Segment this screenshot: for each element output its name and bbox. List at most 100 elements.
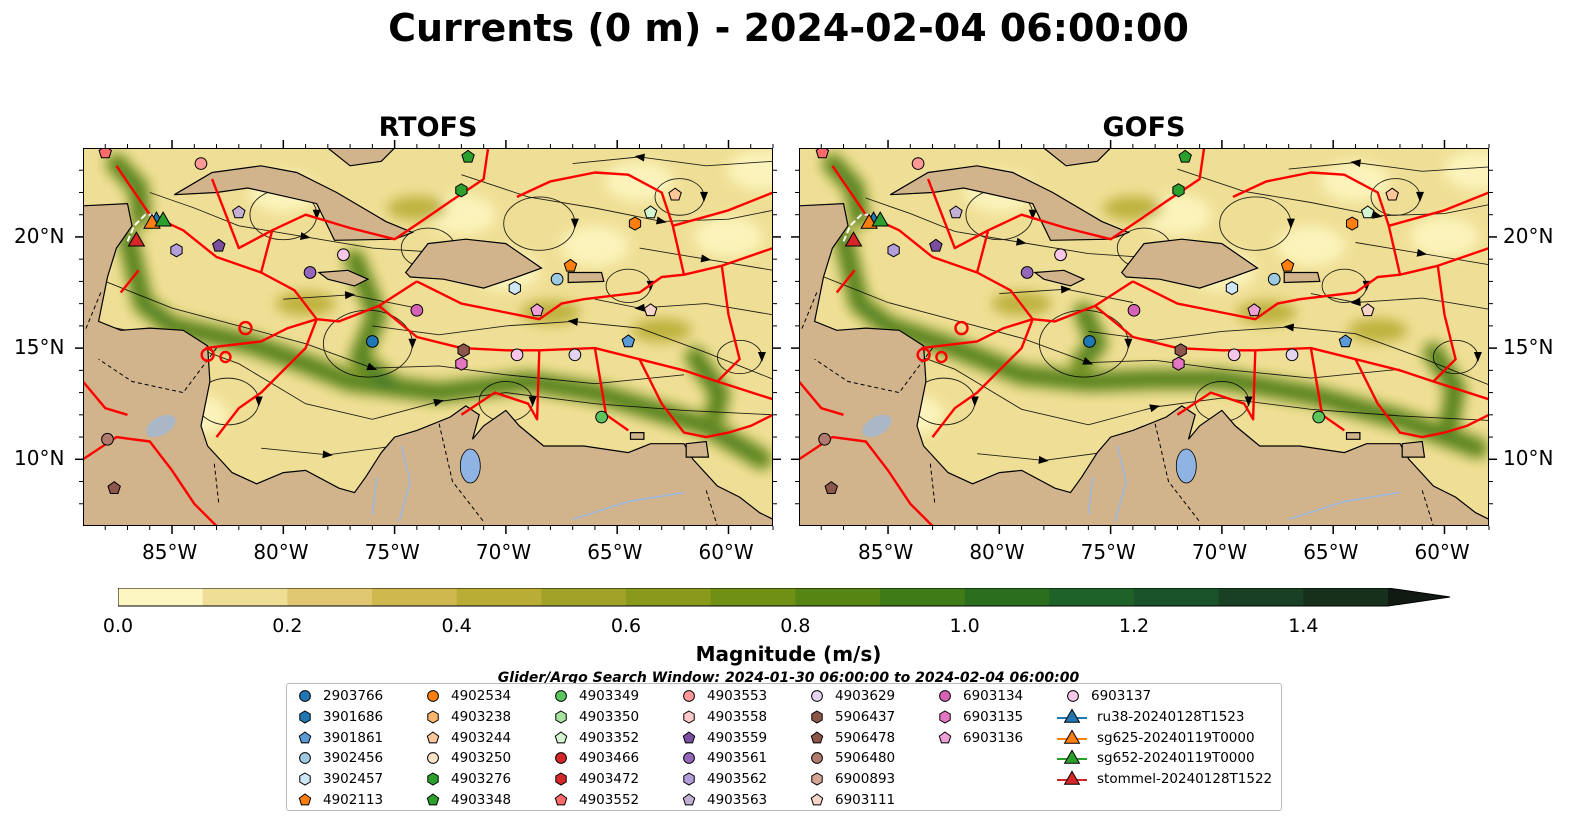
eez-boundary bbox=[1432, 265, 1457, 383]
legend-label: 3901861 bbox=[323, 729, 384, 746]
observation-markers bbox=[98, 148, 682, 494]
legend-marker-icon bbox=[555, 710, 567, 724]
legend-label: 2903766 bbox=[323, 688, 384, 704]
legend-marker-icon bbox=[427, 710, 439, 724]
obs-4903561 bbox=[303, 266, 317, 279]
lake-maracaibo bbox=[459, 448, 481, 484]
legend-label: 4903559 bbox=[707, 729, 768, 746]
trinidad-landmass bbox=[685, 440, 710, 458]
colorbar-segment bbox=[626, 588, 712, 606]
legend-item: 4903244 bbox=[425, 728, 511, 748]
legend-marker-icon bbox=[939, 710, 951, 724]
gofs-map[interactable] bbox=[799, 148, 1489, 526]
streamline-arrow bbox=[634, 153, 645, 162]
legend-item: 5906480 bbox=[809, 748, 895, 768]
legend-label: 4902113 bbox=[323, 792, 384, 808]
eez-boundary bbox=[935, 350, 948, 364]
obs-3901861 bbox=[1338, 334, 1353, 348]
eez-boundary bbox=[672, 191, 773, 227]
eez-boundary bbox=[460, 350, 541, 421]
colorbar-tick-label: 0.4 bbox=[441, 615, 472, 637]
legend-marker-icon bbox=[811, 690, 823, 702]
obs-3901861 bbox=[621, 334, 636, 348]
obs-2903766 bbox=[366, 335, 379, 348]
obs-4903352 bbox=[643, 205, 658, 219]
legend-label: 5906478 bbox=[835, 729, 896, 746]
lat-tick-label: 10°N bbox=[1503, 446, 1554, 471]
legend-item: 6903135 bbox=[937, 707, 1023, 727]
obs-6903137b bbox=[337, 248, 350, 262]
colorbar-segment bbox=[287, 588, 373, 606]
search-window-text: Glider/Argo Search Window: 2024-01-30 06… bbox=[497, 670, 1080, 686]
bahamas-landmass bbox=[1042, 148, 1112, 167]
eez-boundary bbox=[238, 320, 253, 336]
eez-boundary bbox=[378, 304, 773, 401]
legend-label: 4903244 bbox=[451, 729, 512, 746]
obs-4903629 bbox=[568, 348, 582, 362]
colorbar-tick-label: 0.8 bbox=[780, 615, 811, 637]
colorbar-segment bbox=[710, 588, 796, 606]
legend-label: 4903348 bbox=[451, 792, 512, 808]
streamline bbox=[461, 174, 773, 222]
margarita-landmass bbox=[1345, 432, 1361, 440]
colorbar-segment bbox=[795, 588, 881, 606]
colorbar-segment bbox=[1134, 588, 1220, 606]
lake-nicaragua bbox=[146, 414, 176, 438]
legend-marker-icon bbox=[682, 730, 696, 743]
colorbar-segment bbox=[118, 588, 204, 606]
legend-marker-icon bbox=[555, 752, 567, 765]
lake-maracaibo bbox=[1175, 448, 1197, 484]
rtofs-map[interactable] bbox=[83, 148, 773, 526]
lon-tick-label: 70°W bbox=[475, 540, 532, 564]
legend-item: 4903563 bbox=[681, 790, 767, 810]
jamaica-landmass bbox=[317, 269, 370, 287]
streamline-arrow bbox=[1060, 285, 1072, 294]
lat-tick-label: 10°N bbox=[14, 446, 65, 471]
streamline-arrow bbox=[1038, 455, 1049, 464]
legend-marker-icon bbox=[299, 710, 311, 724]
hispaniola-landmass bbox=[404, 238, 543, 289]
legend-item: 4902534 bbox=[425, 686, 511, 706]
obs-sg652-20240119T0000 bbox=[871, 211, 890, 227]
legend-marker-icon bbox=[683, 710, 695, 724]
legend-marker-icon bbox=[554, 793, 568, 806]
legend-item: 4903276 bbox=[425, 769, 511, 789]
legend-marker-icon bbox=[298, 730, 312, 743]
eez-boundary bbox=[416, 246, 773, 321]
eez-boundary bbox=[205, 318, 318, 350]
legend-item: 3902456 bbox=[297, 748, 383, 768]
obs-4903472 bbox=[1174, 343, 1187, 358]
colorbar-segment bbox=[202, 588, 288, 606]
legend-label: 4903352 bbox=[579, 729, 640, 746]
obs-3901686 bbox=[1345, 216, 1359, 231]
legend-marker-icon bbox=[939, 690, 951, 702]
eez-boundary bbox=[916, 347, 931, 362]
legend-marker-icon bbox=[1063, 770, 1081, 785]
obs-4903276 bbox=[1172, 183, 1185, 198]
legend-label: 4903563 bbox=[707, 792, 768, 808]
legend-marker-icon bbox=[427, 752, 439, 765]
streamline-arrow bbox=[300, 232, 311, 241]
legend-item: 4903629 bbox=[809, 686, 895, 706]
obs-4903563b bbox=[887, 243, 900, 258]
legend-label: 6903134 bbox=[963, 688, 1024, 704]
country-border bbox=[705, 490, 718, 526]
legend-marker-icon bbox=[426, 793, 440, 806]
eez-boundary bbox=[921, 318, 1034, 350]
obs-4903276 bbox=[455, 183, 468, 198]
streamline-arrow bbox=[1283, 323, 1295, 332]
legend-item: 5906437 bbox=[809, 707, 895, 727]
obs-4903629 bbox=[1285, 348, 1299, 362]
lon-tick-label: 75°W bbox=[364, 540, 420, 564]
legend-label: 4903349 bbox=[579, 688, 640, 704]
rtofs-axis-ticks bbox=[75, 140, 781, 534]
eez-boundary bbox=[716, 265, 741, 383]
eez-boundary bbox=[219, 350, 232, 364]
gofs-map-canvas bbox=[799, 148, 1489, 526]
cuba-landmass bbox=[889, 165, 1131, 241]
legend-label: 4903238 bbox=[451, 708, 512, 725]
obs-6903136 bbox=[530, 303, 544, 317]
eez-boundary bbox=[210, 178, 273, 250]
country-border bbox=[1421, 490, 1434, 526]
streamline bbox=[865, 197, 1156, 259]
